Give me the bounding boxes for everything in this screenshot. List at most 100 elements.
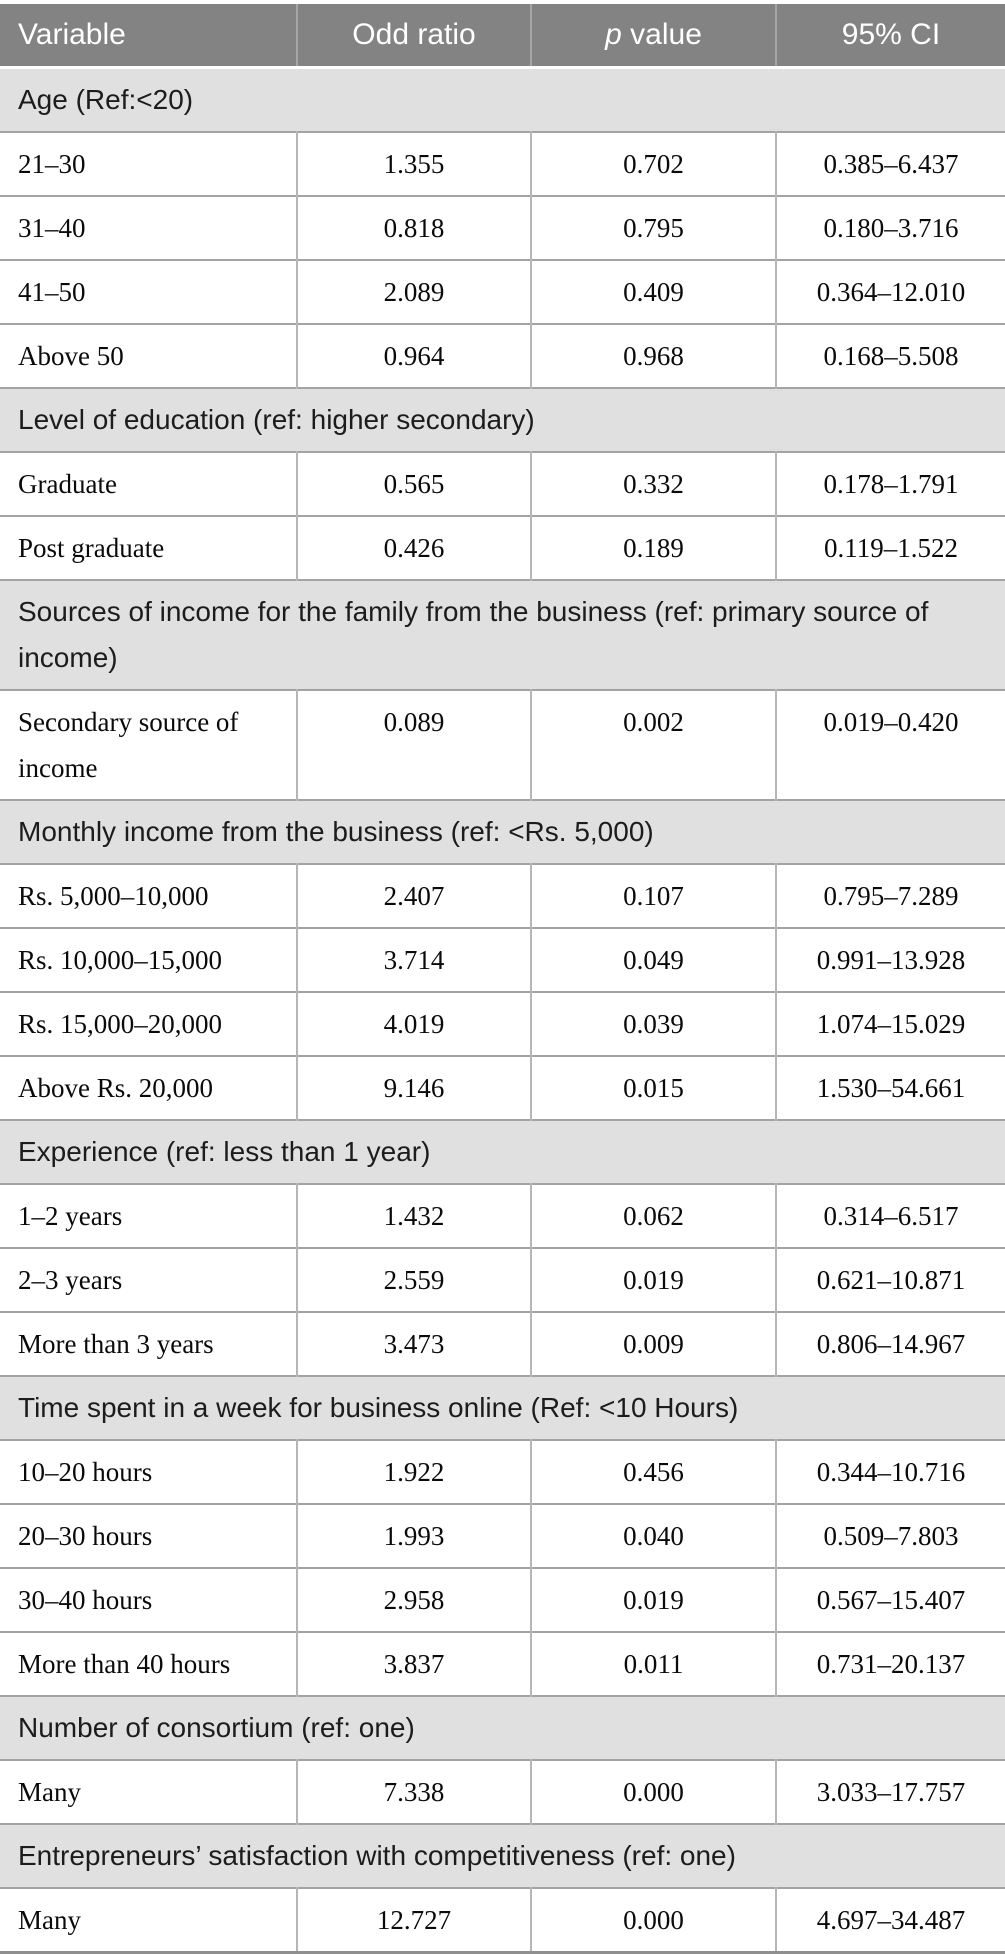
cell-95-ci: 0.314–6.517	[775, 1184, 1005, 1248]
cell-variable: Above Rs. 20,000	[0, 1056, 297, 1120]
cell-variable: Graduate	[0, 452, 297, 516]
cell-p-value: 0.409	[530, 260, 776, 324]
table-row: More than 40 hours 3.837 0.011 0.731–20.137	[0, 1632, 1005, 1696]
table-row: Rs. 5,000–10,000 2.407 0.107 0.795–7.289	[0, 864, 1005, 928]
cell-p-value: 0.009	[530, 1312, 776, 1376]
cell-odd-ratio: 0.818	[296, 196, 531, 260]
p-value-italic-p: p	[605, 18, 622, 51]
cell-p-value: 0.795	[530, 196, 776, 260]
cell-95-ci: 0.991–13.928	[775, 928, 1005, 992]
cell-95-ci: 0.806–14.967	[775, 1312, 1005, 1376]
cell-95-ci: 0.385–6.437	[775, 132, 1005, 196]
table-row: 41–50 2.089 0.409 0.364–12.010	[0, 260, 1005, 324]
table-row: More than 3 years 3.473 0.009 0.806–14.967	[0, 1312, 1005, 1376]
cell-variable: Rs. 10,000–15,000	[0, 928, 297, 992]
cell-95-ci: 0.019–0.420	[775, 690, 1005, 800]
cell-odd-ratio: 0.565	[296, 452, 531, 516]
cell-odd-ratio: 2.958	[296, 1568, 531, 1632]
cell-95-ci: 0.509–7.803	[775, 1504, 1005, 1568]
cell-odd-ratio: 1.355	[296, 132, 531, 196]
cell-95-ci: 3.033–17.757	[775, 1760, 1005, 1824]
table-row: 31–40 0.818 0.795 0.180–3.716	[0, 196, 1005, 260]
cell-odd-ratio: 0.426	[296, 516, 531, 580]
cell-p-value: 0.456	[530, 1440, 776, 1504]
section-header-label: Time spent in a week for business online…	[0, 1376, 1005, 1440]
cell-odd-ratio: 1.432	[296, 1184, 531, 1248]
cell-p-value: 0.049	[530, 928, 776, 992]
cell-95-ci: 0.168–5.508	[775, 324, 1005, 388]
p-value-label-rest: value	[630, 18, 702, 51]
cell-variable: 41–50	[0, 260, 297, 324]
cell-odd-ratio: 7.338	[296, 1760, 531, 1824]
cell-odd-ratio: 2.407	[296, 864, 531, 928]
table-row: Above 50 0.964 0.968 0.168–5.508	[0, 324, 1005, 388]
cell-p-value: 0.968	[530, 324, 776, 388]
cell-p-value: 0.040	[530, 1504, 776, 1568]
table-row: Many 12.727 0.000 4.697–34.487	[0, 1888, 1005, 1953]
cell-p-value: 0.107	[530, 864, 776, 928]
table-row: Above Rs. 20,000 9.146 0.015 1.530–54.661	[0, 1056, 1005, 1120]
column-header-95-ci: 95% CI	[775, 4, 1005, 68]
section-header-row: Sources of income for the family from th…	[0, 580, 1005, 690]
column-header-variable: Variable	[0, 4, 297, 68]
cell-95-ci: 0.178–1.791	[775, 452, 1005, 516]
cell-variable: Many	[0, 1760, 297, 1824]
cell-95-ci: 0.567–15.407	[775, 1568, 1005, 1632]
table-header: Variable Odd ratio p value 95% CI	[0, 4, 1005, 68]
table-row: Secondary source of income 0.089 0.002 0.01…	[0, 690, 1005, 800]
cell-95-ci: 0.119–1.522	[775, 516, 1005, 580]
table-row: Graduate 0.565 0.332 0.178–1.791	[0, 452, 1005, 516]
cell-95-ci: 0.621–10.871	[775, 1248, 1005, 1312]
cell-95-ci: 1.530–54.661	[775, 1056, 1005, 1120]
cell-variable: 20–30 hours	[0, 1504, 297, 1568]
table-row: 30–40 hours 2.958 0.019 0.567–15.407	[0, 1568, 1005, 1632]
section-header-row: Entrepreneurs’ satisfaction with competi…	[0, 1824, 1005, 1888]
cell-odd-ratio: 2.089	[296, 260, 531, 324]
cell-p-value: 0.011	[530, 1632, 776, 1696]
section-header-row: Time spent in a week for business online…	[0, 1376, 1005, 1440]
cell-p-value: 0.332	[530, 452, 776, 516]
cell-95-ci: 0.344–10.716	[775, 1440, 1005, 1504]
cell-95-ci: 0.180–3.716	[775, 196, 1005, 260]
table-row: 10–20 hours 1.922 0.456 0.344–10.716	[0, 1440, 1005, 1504]
section-header-label: Number of consortium (ref: one)	[0, 1696, 1005, 1760]
cell-odd-ratio: 3.473	[296, 1312, 531, 1376]
section-header-row: Age (Ref:<20)	[0, 67, 1005, 132]
cell-p-value: 0.702	[530, 132, 776, 196]
section-header-label: Level of education (ref: higher secondar…	[0, 388, 1005, 452]
cell-variable: Secondary source of income	[0, 690, 297, 800]
table-row: Post graduate 0.426 0.189 0.119–1.522	[0, 516, 1005, 580]
table-row: Rs. 10,000–15,000 3.714 0.049 0.991–13.928	[0, 928, 1005, 992]
section-header-label: Age (Ref:<20)	[0, 67, 1005, 132]
cell-p-value: 0.039	[530, 992, 776, 1056]
cell-variable: More than 40 hours	[0, 1632, 297, 1696]
cell-p-value: 0.019	[530, 1248, 776, 1312]
cell-variable: Above 50	[0, 324, 297, 388]
cell-p-value: 0.002	[530, 690, 776, 800]
table-body: Age (Ref:<20) 21–30 1.355 0.702 0.385–6.437 3…	[0, 67, 1005, 1953]
cell-variable: 10–20 hours	[0, 1440, 297, 1504]
cell-p-value: 0.015	[530, 1056, 776, 1120]
section-header-row: Level of education (ref: higher secondar…	[0, 388, 1005, 452]
section-header-label: Monthly income from the business (ref: <…	[0, 800, 1005, 864]
cell-odd-ratio: 4.019	[296, 992, 531, 1056]
section-header-label: Entrepreneurs’ satisfaction with competi…	[0, 1824, 1005, 1888]
cell-odd-ratio: 1.922	[296, 1440, 531, 1504]
cell-variable: 31–40	[0, 196, 297, 260]
cell-variable: Post graduate	[0, 516, 297, 580]
section-header-label: Sources of income for the family from th…	[0, 580, 1005, 690]
cell-95-ci: 0.731–20.137	[775, 1632, 1005, 1696]
cell-variable: 1–2 years	[0, 1184, 297, 1248]
table-row: Many 7.338 0.000 3.033–17.757	[0, 1760, 1005, 1824]
cell-95-ci: 4.697–34.487	[775, 1888, 1005, 1953]
cell-odd-ratio: 0.089	[296, 690, 531, 800]
cell-p-value: 0.019	[530, 1568, 776, 1632]
table-row: 20–30 hours 1.993 0.040 0.509–7.803	[0, 1504, 1005, 1568]
table-row: 2–3 years 2.559 0.019 0.621–10.871	[0, 1248, 1005, 1312]
section-header-label: Experience (ref: less than 1 year)	[0, 1120, 1005, 1184]
cell-variable: Many	[0, 1888, 297, 1953]
cell-p-value: 0.000	[530, 1888, 776, 1953]
cell-odd-ratio: 12.727	[296, 1888, 531, 1953]
table-row: 21–30 1.355 0.702 0.385–6.437	[0, 132, 1005, 196]
table-row: Rs. 15,000–20,000 4.019 0.039 1.074–15.029	[0, 992, 1005, 1056]
